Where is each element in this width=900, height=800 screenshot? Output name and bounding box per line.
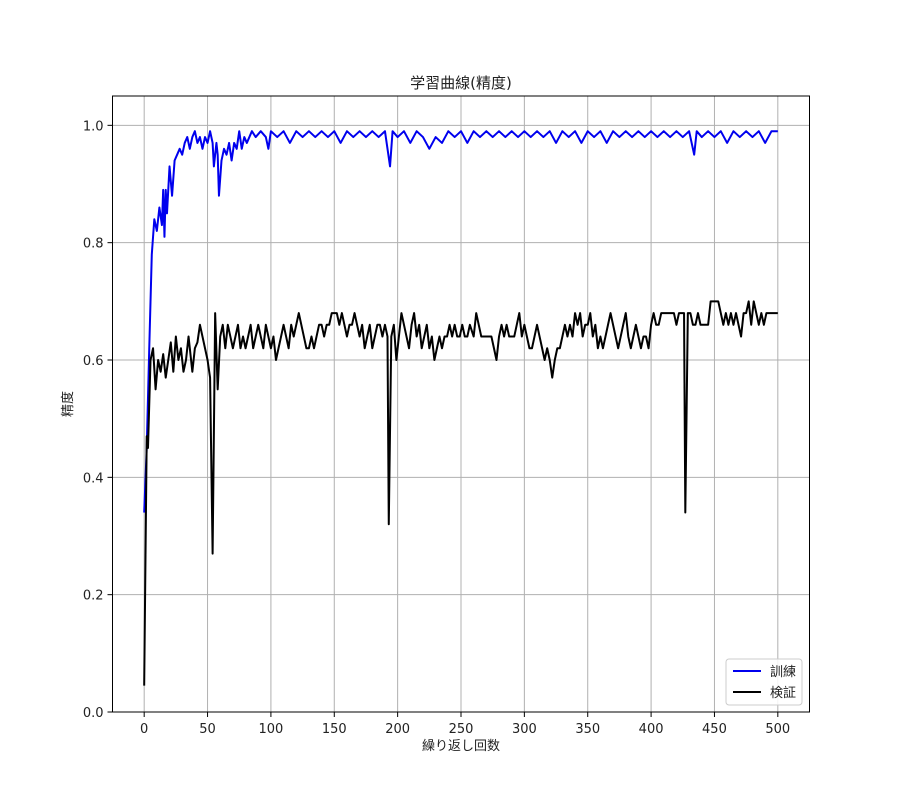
y-tick-label: 0.8 [83,237,104,252]
x-tick-label: 250 [449,722,474,737]
x-tick-label: 50 [199,722,216,737]
y-tick-label: 0.6 [83,354,104,369]
x-tick-label: 350 [575,722,600,737]
y-tick-label: 0.4 [83,471,104,486]
legend-label-val: 検証 [770,686,796,701]
x-tick-label: 100 [258,722,283,737]
legend: 訓練 検証 [725,658,803,706]
chart-title: 学習曲線(精度) [410,74,512,92]
y-tick-label: 1.0 [83,119,104,134]
series-line-train [143,130,778,513]
x-tick-label: 400 [639,722,664,737]
x-tick-label: 200 [385,722,410,737]
x-tick-label: 500 [765,722,790,737]
legend-label-train: 訓練 [770,664,796,680]
x-tick-label: 300 [512,722,537,737]
x-tick-label: 450 [702,722,727,737]
grid [112,96,810,713]
y-tick-label: 0.0 [83,706,104,721]
x-axis-label: 繰り返し回数 [422,739,500,754]
y-tick-label: 0.2 [83,589,104,604]
x-tick-label: 0 [140,722,148,737]
x-axis: 0 50 100 150 200 250 300 350 400 450 500 [140,712,790,737]
series-layer [143,130,778,686]
y-axis-label: 精度 [60,391,76,417]
series-line-val [143,300,778,686]
y-axis: 0.0 0.2 0.4 0.6 0.8 1.0 [83,119,113,721]
x-tick-label: 150 [322,722,347,737]
